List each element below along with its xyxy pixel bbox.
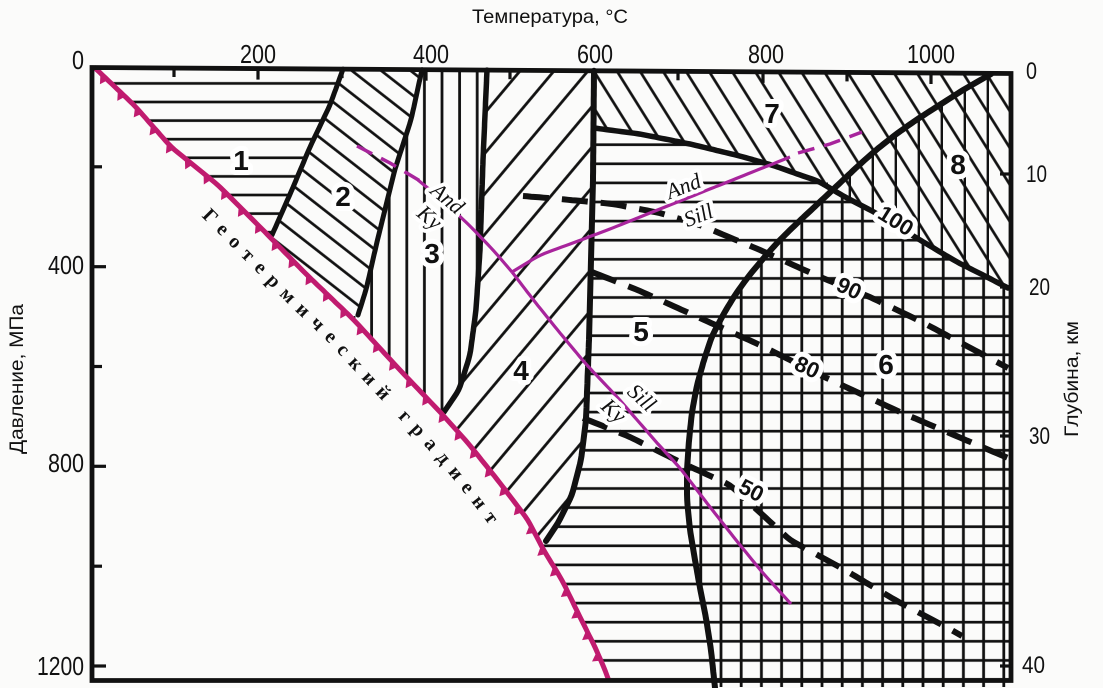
- svg-text:200: 200: [240, 39, 276, 69]
- svg-text:7: 7: [764, 98, 780, 129]
- svg-text:4: 4: [513, 355, 529, 386]
- svg-text:40: 40: [1022, 652, 1045, 679]
- svg-text:0: 0: [1026, 58, 1037, 85]
- svg-text:0: 0: [72, 45, 84, 75]
- svg-text:3: 3: [424, 238, 440, 269]
- svg-text:5: 5: [633, 316, 649, 347]
- svg-text:800: 800: [48, 448, 84, 478]
- svg-text:400: 400: [413, 39, 449, 69]
- svg-text:1000: 1000: [907, 39, 955, 69]
- svg-text:800: 800: [748, 39, 784, 69]
- svg-text:30: 30: [1029, 423, 1050, 450]
- svg-text:20: 20: [1029, 274, 1050, 301]
- svg-text:Температура, °С: Температура, °С: [472, 6, 628, 28]
- svg-text:6: 6: [878, 349, 894, 380]
- svg-text:1200: 1200: [37, 651, 84, 681]
- svg-text:10: 10: [1026, 161, 1047, 188]
- svg-text:Глубина, км: Глубина, км: [1061, 321, 1083, 437]
- svg-text:1: 1: [233, 145, 249, 176]
- svg-text:Давление, МПа: Давление, МПа: [6, 304, 28, 454]
- svg-text:2: 2: [335, 181, 351, 212]
- svg-text:400: 400: [48, 250, 84, 280]
- svg-text:600: 600: [577, 39, 613, 69]
- svg-text:8: 8: [950, 149, 966, 180]
